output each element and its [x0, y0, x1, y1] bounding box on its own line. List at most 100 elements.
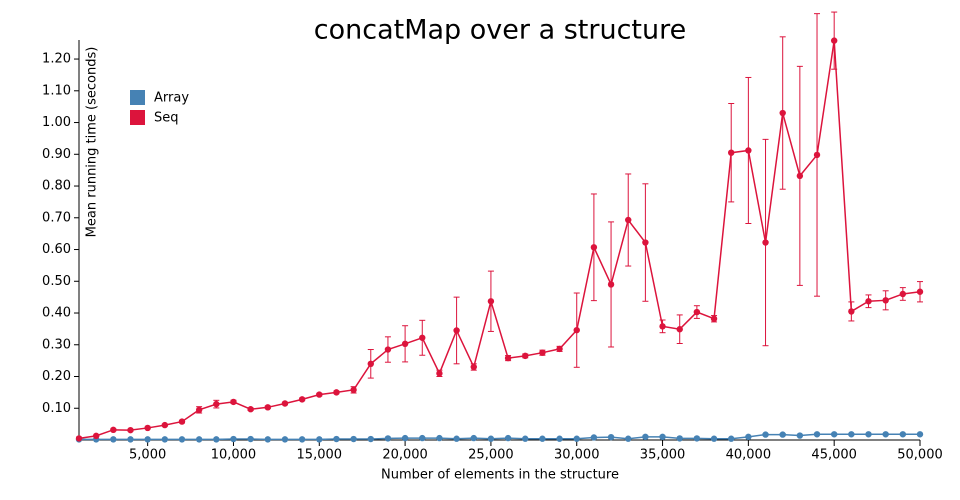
- point: [298, 436, 306, 443]
- point: [745, 433, 752, 441]
- legend-swatch: [130, 90, 145, 105]
- point: [213, 400, 220, 408]
- point: [384, 346, 392, 353]
- point: [504, 434, 512, 442]
- x-tick-label: 5,000: [129, 448, 166, 463]
- y-tick-label: 0.90: [42, 147, 71, 162]
- point: [899, 290, 907, 298]
- point: [178, 436, 186, 443]
- y-tick-label: 1.10: [42, 83, 71, 98]
- point: [882, 297, 889, 304]
- point: [316, 436, 323, 443]
- point: [230, 398, 237, 406]
- y-tick-label: 0.20: [42, 369, 71, 384]
- point: [144, 424, 151, 432]
- point: [813, 431, 821, 438]
- point: [556, 345, 563, 353]
- x-tick-label: 50,000: [897, 448, 943, 463]
- point: [916, 288, 924, 295]
- series-line: [78, 40, 921, 440]
- point: [590, 244, 598, 251]
- point: [625, 435, 632, 442]
- point: [830, 37, 838, 44]
- point: [247, 406, 254, 413]
- point: [796, 172, 804, 180]
- point: [470, 363, 477, 371]
- point: [75, 435, 83, 442]
- point: [350, 386, 357, 394]
- point: [659, 433, 666, 441]
- point: [607, 281, 615, 288]
- point: [264, 404, 271, 411]
- point: [693, 308, 701, 316]
- point: [161, 421, 169, 429]
- point: [745, 147, 752, 154]
- y-axis-label: Mean running time (seconds): [85, 47, 100, 238]
- point: [367, 435, 374, 443]
- point: [607, 433, 615, 441]
- point: [865, 298, 872, 305]
- y-tick-label: 0.80: [42, 179, 71, 194]
- point: [676, 326, 683, 333]
- x-tick-label: 10,000: [211, 448, 257, 463]
- point: [728, 149, 735, 156]
- series-line: [79, 433, 920, 441]
- point: [848, 431, 855, 438]
- point: [522, 352, 529, 360]
- point: [487, 298, 495, 305]
- x-tick-label: 20,000: [382, 448, 428, 463]
- point: [676, 435, 683, 442]
- point: [642, 239, 649, 246]
- x-tick-label: 30,000: [554, 448, 600, 463]
- point: [127, 426, 134, 434]
- point: [161, 436, 169, 443]
- point: [882, 431, 889, 438]
- point: [453, 435, 460, 442]
- point: [539, 435, 546, 442]
- point: [436, 370, 443, 377]
- y-tick-label: 0.50: [42, 274, 71, 289]
- y-tick-label: 0.40: [42, 306, 71, 321]
- point: [281, 436, 289, 443]
- point: [522, 435, 529, 442]
- y-tick-label: 1.00: [42, 115, 71, 130]
- point: [298, 396, 306, 403]
- y-tick-label: 1.20: [42, 52, 71, 67]
- y-tick-label: 0.30: [42, 337, 71, 352]
- point: [693, 435, 701, 442]
- point: [573, 326, 580, 334]
- point: [848, 308, 855, 315]
- point: [92, 432, 100, 440]
- point: [916, 431, 924, 438]
- point: [796, 432, 804, 439]
- y-tick-label: 0.60: [42, 242, 71, 257]
- point: [813, 151, 821, 159]
- point: [779, 109, 786, 117]
- point: [573, 435, 580, 442]
- point: [127, 436, 134, 443]
- legend-label: Array: [154, 91, 189, 106]
- point: [333, 389, 340, 396]
- point: [144, 436, 151, 443]
- x-tick-label: 40,000: [726, 448, 772, 463]
- point: [642, 433, 649, 441]
- point: [401, 434, 409, 442]
- y-tick-label: 0.70: [42, 210, 71, 225]
- point: [710, 315, 718, 322]
- point: [453, 327, 460, 334]
- point: [178, 418, 186, 425]
- point: [470, 434, 477, 442]
- point: [333, 435, 340, 443]
- point: [316, 391, 323, 398]
- point: [762, 431, 769, 438]
- x-tick-label: 15,000: [297, 448, 343, 463]
- point: [247, 435, 254, 443]
- point: [110, 436, 117, 443]
- point: [659, 323, 666, 330]
- x-tick-label: 25,000: [468, 448, 514, 463]
- point: [401, 340, 409, 348]
- point: [590, 434, 598, 441]
- point: [728, 435, 735, 442]
- point: [710, 435, 718, 442]
